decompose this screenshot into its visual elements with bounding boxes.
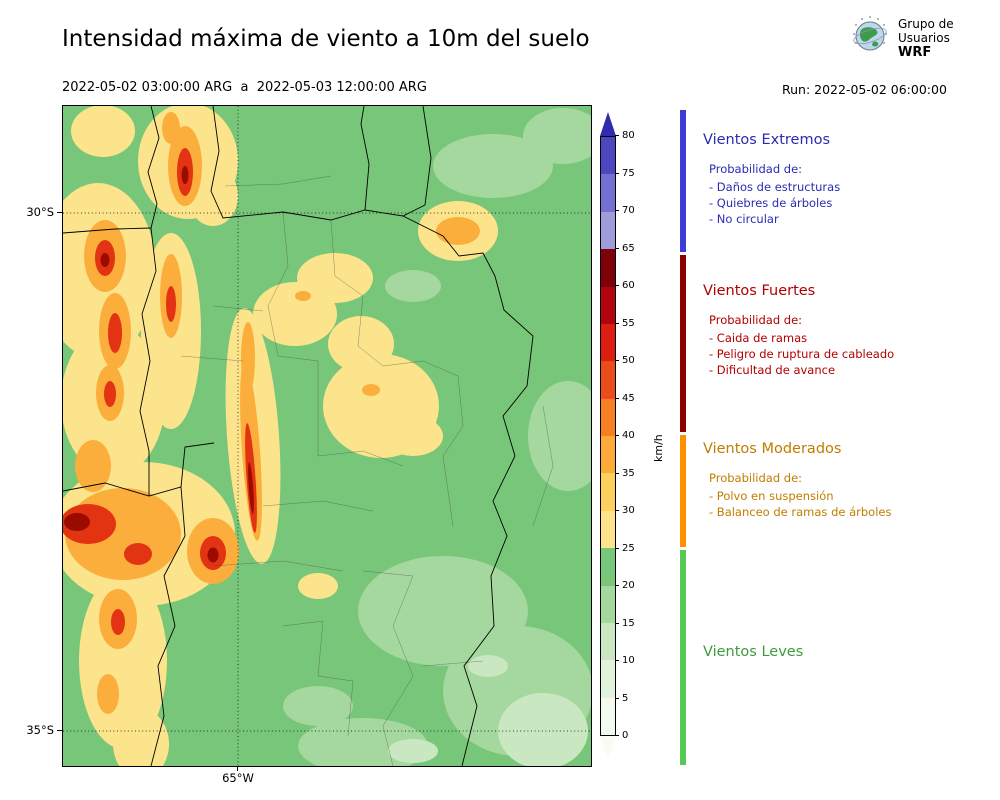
colorbar-arrow-bottom [600,736,616,760]
y-axis-label-30s: 30°S [26,205,54,219]
axis-tick [57,730,62,731]
legend-item: - Balanceo de ramas de árboles [709,505,892,519]
legend-item: - Polvo en suspensión [709,489,834,503]
colorbar-tick-label: 15 [615,617,635,629]
wind-map [62,105,592,767]
colorbar-tick-label: 65 [615,242,635,254]
colorbar-gradient [600,136,616,736]
legend-bar-extremos [680,110,686,252]
colorbar-tick-label: 70 [615,205,635,216]
colorbar-arrow-top [600,112,616,136]
colorbar-tick-label: 30 [615,505,635,516]
wind-fill-dark-red [64,166,254,563]
run-label: Run: 2022-05-02 06:00:00 [782,82,947,97]
legend-section-leves: Vientos Leves [703,644,983,674]
colorbar-tick-label: 50 [615,355,635,366]
colorbar-tick-label: 5 [614,692,629,704]
province-borders [63,106,534,766]
logo-line1: Grupo de [898,16,954,31]
legend-intro: Probabilidad de: [709,471,803,485]
department-borders [180,175,554,766]
logo-line2: Usuarios [898,30,950,45]
legend-item: - Peligro de ruptura de cableado [709,347,895,361]
legend-item: - No circular [709,212,779,226]
legend-section-moderados: Vientos Moderados Probabilidad de: - Pol… [703,441,983,520]
colorbar-tick-label: 35 [615,467,635,479]
legend-section-extremos: Vientos Extremos Probabilidad de: - Daño… [703,132,983,227]
page-title: Intensidad máxima de viento a 10m del su… [62,26,590,52]
colorbar-tick-label: 60 [615,280,635,291]
legend-bar-fuertes [680,255,686,432]
colorbar-tick-label: 10 [615,655,635,666]
date-range: 2022-05-02 03:00:00 ARG a 2022-05-03 12:… [62,80,427,95]
colorbar-tick-label: 25 [615,542,635,554]
legend-item: - Dificultad de avance [709,363,836,377]
colorbar-tick-label: 0 [614,730,629,741]
legend-bar-leves [680,550,686,765]
legend-title: Vientos Leves [703,644,804,660]
axis-tick [57,212,62,213]
wrf-logo: Grupo de Usuarios WRF [850,14,954,62]
axis-tick [237,766,238,771]
globe-icon [850,14,890,62]
legend-item: - Daños de estructuras [709,180,841,194]
x-axis-label-65w: 65°W [222,771,254,785]
legend-item: - Caida de ramas [709,331,808,345]
colorbar-ticks: 0 5 10 15 20 25 30 35 40 45 50 55 60 65 70 75 80 [614,131,646,741]
colorbar-tick-label: 45 [615,392,635,404]
legend-section-fuertes: Vientos Fuertes Probabilidad de: - Caida… [703,283,983,378]
logo-text: Grupo de Usuarios WRF [898,17,954,60]
legend-intro: Probabilidad de: [709,313,803,327]
logo-line3: WRF [898,44,932,60]
y-axis-label-35s: 35°S [26,723,54,737]
legend-intro: Probabilidad de: [709,162,803,176]
colorbar-tick-label: 80 [615,130,635,141]
legend-bar-moderados [680,435,686,547]
legend-title: Vientos Extremos [703,132,831,148]
legend-item: - Quiebres de árboles [709,196,833,210]
colorbar-tick-label: 20 [615,580,635,591]
colorbar-unit-label: km/h [652,434,665,462]
map-svg [63,106,591,766]
colorbar-tick-label: 55 [615,317,635,329]
legend-title: Vientos Moderados [703,441,842,457]
wind-fill-pale-green [388,655,588,766]
colorbar-tick-label: 75 [615,167,635,179]
legend-title: Vientos Fuertes [703,283,816,299]
colorbar-tick-label: 40 [615,430,635,441]
gridlines [63,106,591,766]
